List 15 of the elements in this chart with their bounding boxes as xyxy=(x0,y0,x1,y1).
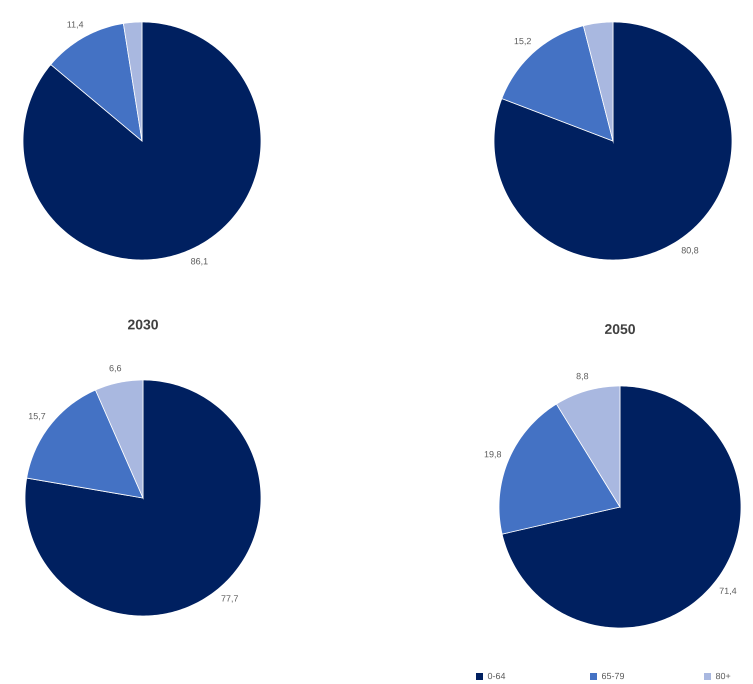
data-label: 11,4 xyxy=(67,21,84,29)
data-label: 15,2 xyxy=(514,38,531,46)
data-label: 77,7 xyxy=(221,595,238,603)
data-label: 71,4 xyxy=(720,588,736,596)
chart-title: 2050 xyxy=(604,324,635,334)
data-label: 80,8 xyxy=(682,247,698,254)
data-label: 6,6 xyxy=(110,364,122,372)
legend-label: 65-79 xyxy=(602,672,624,680)
chart-title: 2030 xyxy=(128,320,158,330)
data-label: 19,8 xyxy=(484,451,502,458)
legend-label: 80+ xyxy=(716,672,730,680)
legend-label: 0-64 xyxy=(488,672,506,680)
data-label: 15,7 xyxy=(28,413,46,420)
data-label: 8,8 xyxy=(576,372,588,380)
data-label: 86,1 xyxy=(191,258,208,266)
